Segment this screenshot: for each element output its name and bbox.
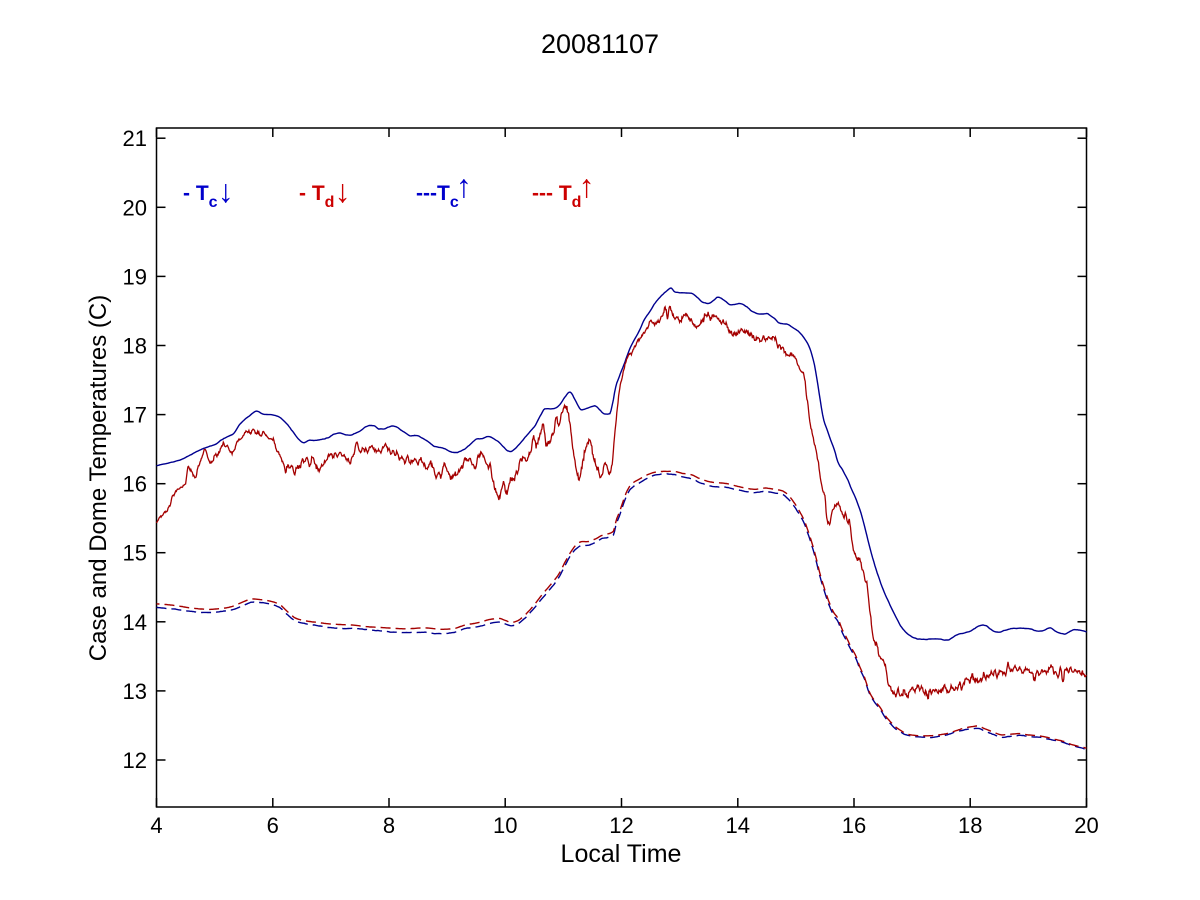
svg-text:12: 12 [609,813,633,838]
svg-text:18: 18 [123,334,147,359]
svg-text:12: 12 [123,748,147,773]
svg-text:14: 14 [123,610,147,635]
svg-text:16: 16 [123,472,147,497]
svg-text:20081107: 20081107 [541,29,659,59]
svg-text:20: 20 [1074,813,1098,838]
svg-text:Local Time: Local Time [561,840,682,868]
svg-text:20: 20 [123,195,147,220]
svg-text:14: 14 [726,813,750,838]
svg-text:18: 18 [958,813,982,838]
svg-text:16: 16 [842,813,866,838]
svg-text:19: 19 [123,264,147,289]
svg-text:10: 10 [493,813,517,838]
svg-text:6: 6 [267,813,279,838]
svg-text:8: 8 [383,813,395,838]
svg-text:13: 13 [123,679,147,704]
svg-text:15: 15 [123,541,147,566]
svg-text:17: 17 [123,403,147,428]
svg-text:4: 4 [150,813,162,838]
svg-text:Case and Dome Temperatures (C): Case and Dome Temperatures (C) [85,295,112,661]
svg-text:21: 21 [123,126,147,151]
